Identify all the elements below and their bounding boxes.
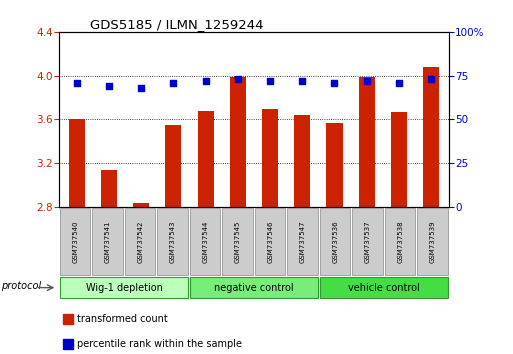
Bar (423, 67, 439, 207)
FancyBboxPatch shape (320, 209, 350, 275)
Point (330, 80, 339, 86)
FancyBboxPatch shape (125, 209, 155, 275)
Bar (63, 314, 73, 324)
FancyBboxPatch shape (60, 209, 90, 275)
Point (137, 85, 145, 91)
Point (234, 76, 242, 82)
Text: negative control: negative control (214, 282, 294, 293)
Text: GSM737539: GSM737539 (429, 220, 436, 263)
Text: GSM737543: GSM737543 (170, 220, 176, 263)
Text: GSM737537: GSM737537 (365, 220, 371, 263)
Bar (165, 125, 182, 207)
Point (363, 78, 371, 84)
FancyBboxPatch shape (190, 209, 220, 275)
Text: GSM737536: GSM737536 (332, 220, 338, 263)
Text: GSM737545: GSM737545 (234, 221, 241, 263)
Bar (230, 77, 246, 207)
Point (395, 80, 403, 86)
Text: protocol: protocol (1, 281, 42, 291)
Text: GSM737544: GSM737544 (202, 221, 208, 263)
Point (266, 78, 274, 84)
Point (73, 80, 81, 86)
Text: GSM737542: GSM737542 (137, 221, 143, 263)
FancyBboxPatch shape (385, 209, 415, 275)
Point (298, 78, 306, 84)
FancyBboxPatch shape (417, 209, 447, 275)
Point (202, 78, 210, 84)
Text: transformed count: transformed count (76, 314, 167, 324)
Bar (101, 170, 117, 207)
Bar (391, 112, 407, 207)
Bar (133, 203, 149, 207)
Point (105, 83, 113, 89)
Point (169, 80, 177, 86)
FancyBboxPatch shape (287, 209, 318, 275)
FancyBboxPatch shape (190, 277, 318, 298)
Bar (326, 123, 343, 207)
FancyBboxPatch shape (60, 277, 188, 298)
Bar (63, 339, 73, 348)
Text: vehicle control: vehicle control (348, 282, 420, 293)
Bar (294, 115, 310, 207)
Text: GSM737547: GSM737547 (300, 220, 306, 263)
Text: GSM737538: GSM737538 (397, 220, 403, 263)
Text: GDS5185 / ILMN_1259244: GDS5185 / ILMN_1259244 (90, 18, 264, 31)
FancyBboxPatch shape (254, 209, 285, 275)
Bar (262, 109, 278, 207)
Text: GSM737546: GSM737546 (267, 220, 273, 263)
Text: percentile rank within the sample: percentile rank within the sample (76, 338, 242, 349)
FancyBboxPatch shape (157, 209, 188, 275)
Point (427, 76, 435, 82)
FancyBboxPatch shape (92, 209, 123, 275)
Text: Wig-1 depletion: Wig-1 depletion (86, 282, 163, 293)
Bar (69, 120, 85, 207)
FancyBboxPatch shape (222, 209, 252, 275)
Bar (198, 111, 213, 207)
FancyBboxPatch shape (320, 277, 448, 298)
Text: GSM737541: GSM737541 (105, 220, 111, 263)
Text: GSM737540: GSM737540 (72, 220, 78, 263)
FancyBboxPatch shape (352, 209, 383, 275)
Bar (359, 77, 375, 207)
